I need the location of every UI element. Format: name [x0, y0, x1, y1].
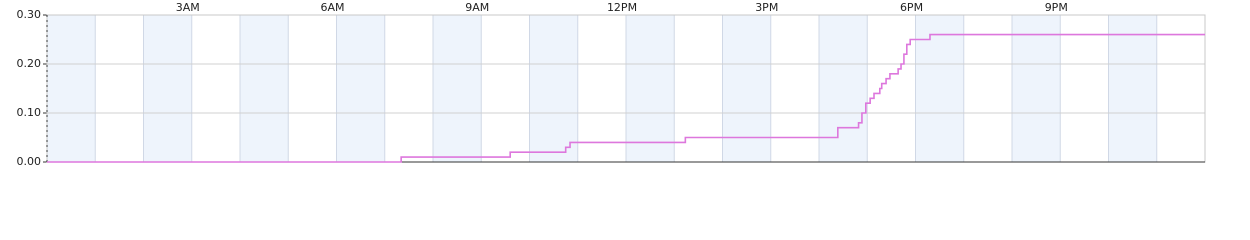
y-tick-label: 0.20 [17, 57, 42, 70]
band [529, 15, 578, 162]
x-tick-label: 6AM [320, 1, 344, 14]
band [143, 15, 192, 162]
band [915, 15, 964, 162]
x-tick-label: 3PM [755, 1, 778, 14]
y-tick-label: 0.00 [17, 155, 42, 168]
band [722, 15, 771, 162]
y-tick-label: 0.30 [17, 8, 42, 21]
band [1108, 15, 1157, 162]
y-tick-label: 0.10 [17, 106, 42, 119]
x-tick-label: 9PM [1045, 1, 1068, 14]
x-tick-label: 3AM [176, 1, 200, 14]
x-tick-label: 9AM [465, 1, 489, 14]
band [240, 15, 289, 162]
band [626, 15, 675, 162]
chart: 0.00 0.10 0.20 0.30 3AM 6AM 9AM 12PM 3PM 6PM 9PM [17, 1, 1206, 168]
band [1012, 15, 1061, 162]
band [819, 15, 868, 162]
band [433, 15, 482, 162]
x-tick-label: 6PM [900, 1, 923, 14]
data-line [47, 33, 1205, 163]
band [336, 15, 385, 162]
x-tick-label: 12PM [607, 1, 637, 14]
band [47, 15, 96, 162]
